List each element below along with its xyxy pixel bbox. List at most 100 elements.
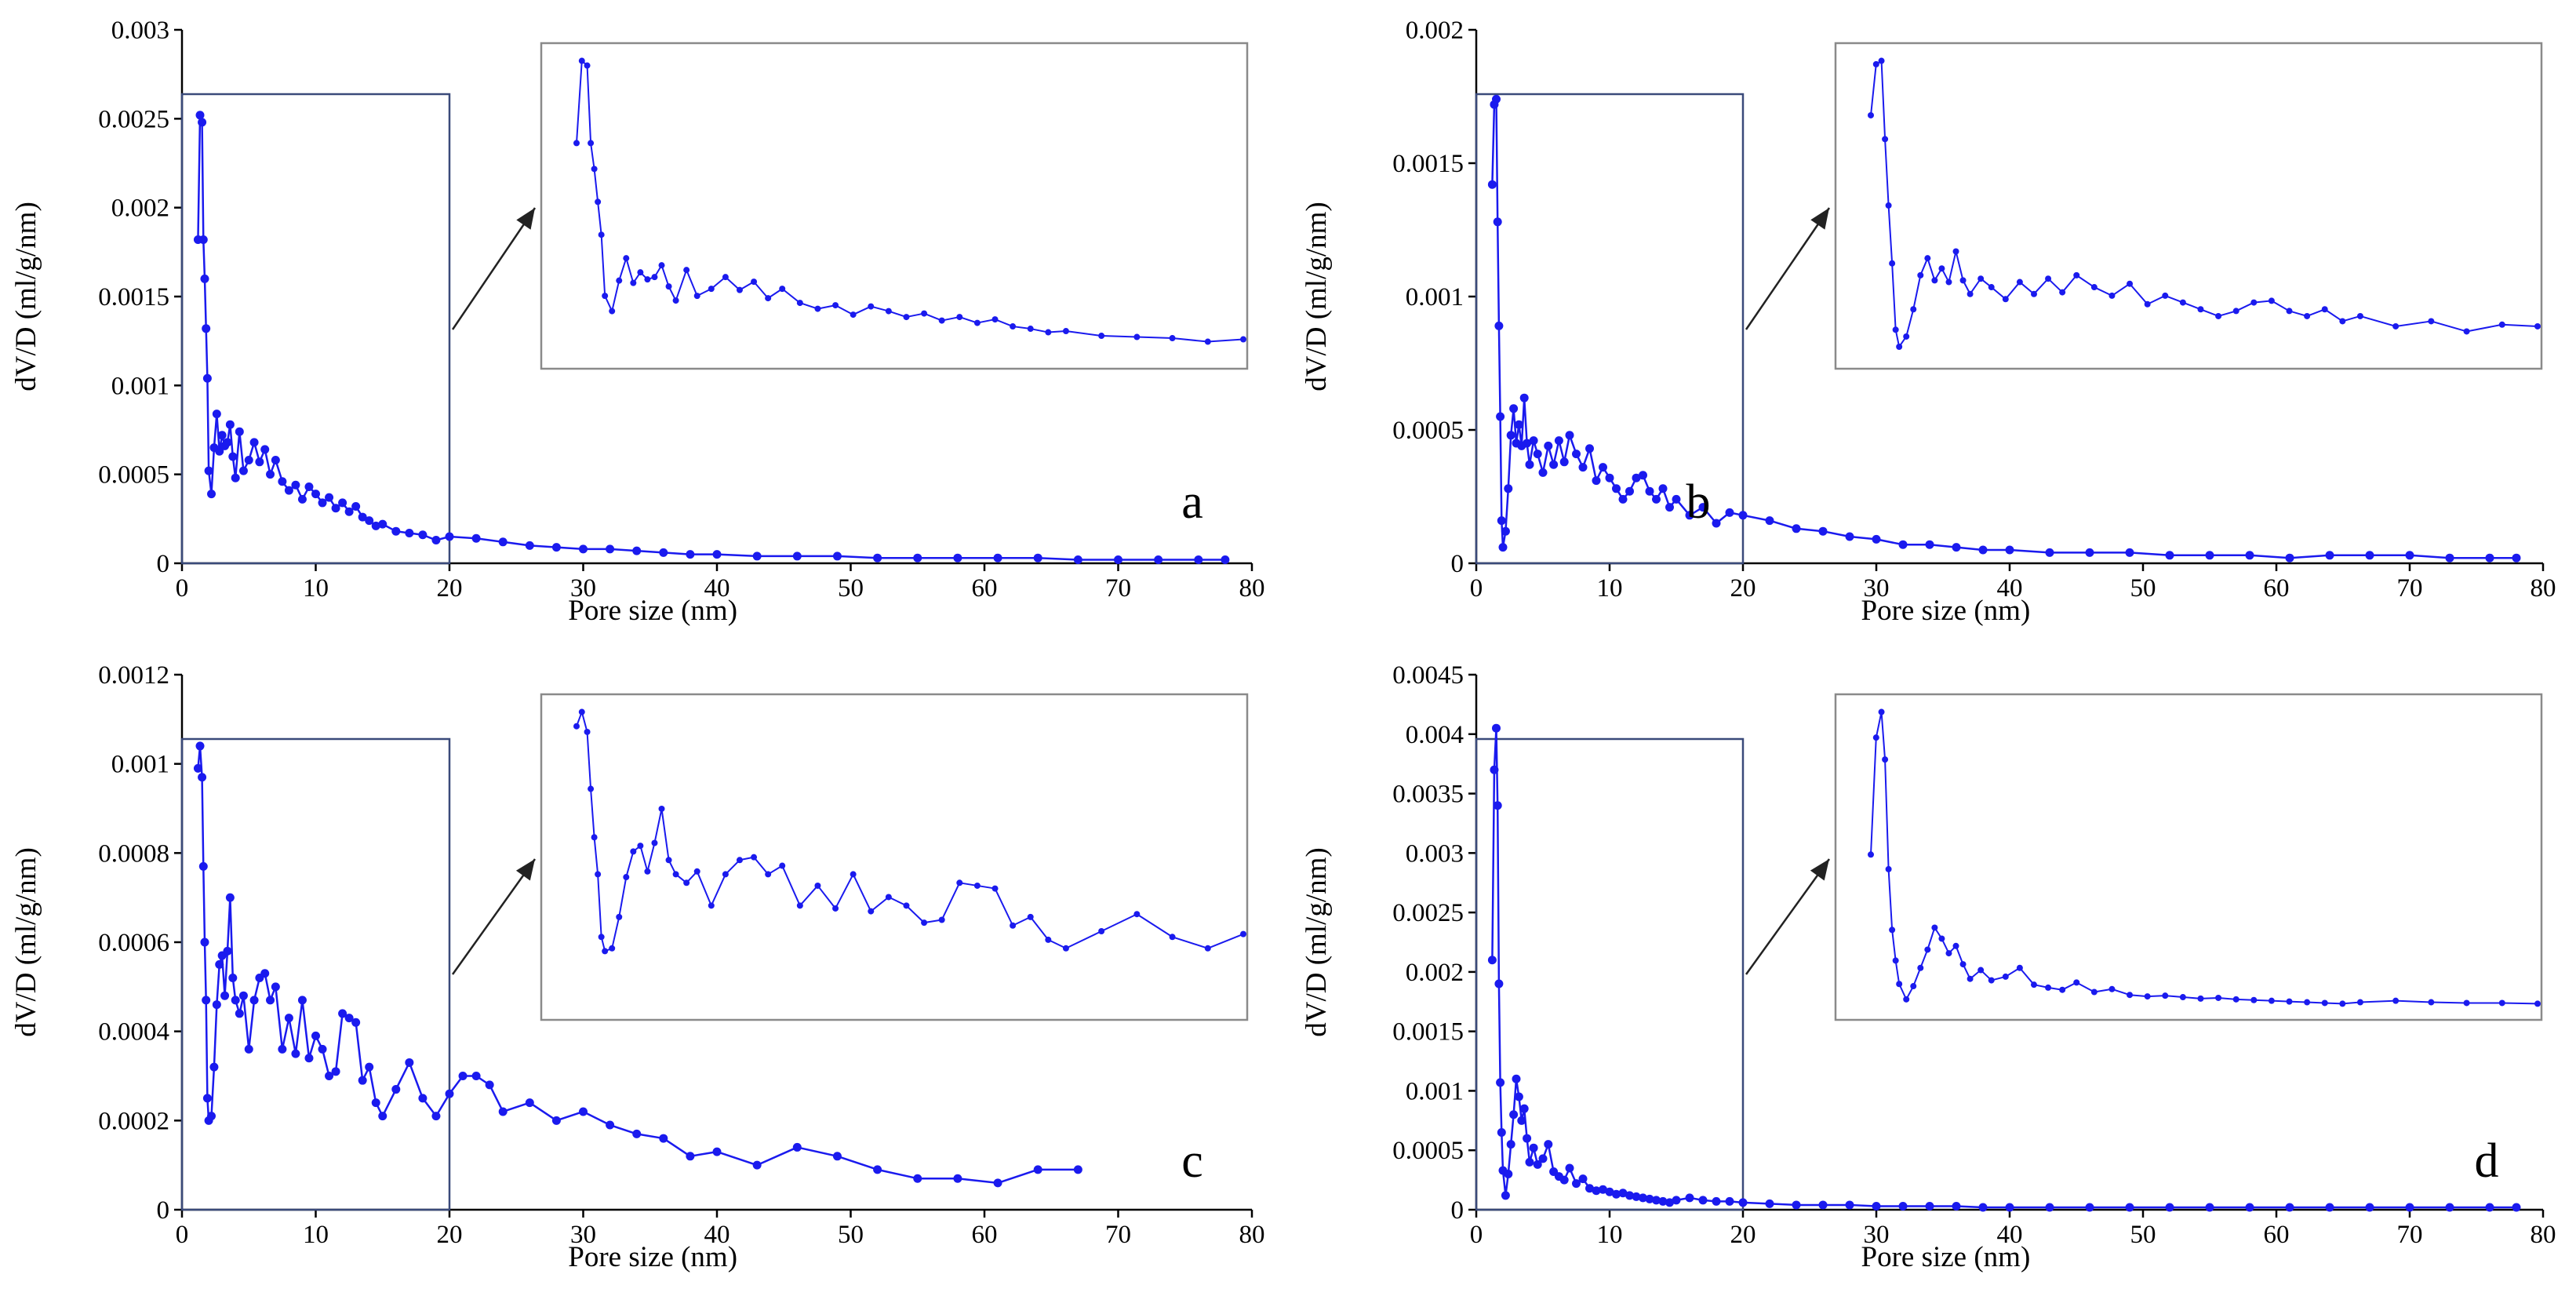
x-tick-label: 60 [972, 574, 998, 603]
data-point [1114, 555, 1122, 564]
inset-data-point [2304, 999, 2311, 1006]
x-tick-label: 10 [1597, 1221, 1623, 1249]
data-point [1544, 1140, 1553, 1149]
data-point [2512, 1203, 2521, 1212]
inset-data-point [1910, 983, 1917, 990]
inset-data-point [2108, 292, 2116, 299]
data-point [202, 1094, 212, 1103]
inset-data-point [850, 311, 857, 319]
inset-data-point [2498, 321, 2505, 328]
y-axis-title: dV/D (ml/g/nm) [10, 847, 42, 1037]
data-point [1525, 460, 1534, 469]
data-point [331, 504, 340, 513]
data-point [632, 546, 642, 555]
inset-data-point [1892, 326, 1899, 333]
x-tick-label: 30 [1864, 1221, 1890, 1249]
data-point [1492, 723, 1501, 733]
data-point [1765, 1199, 1774, 1208]
inset-data-point [644, 276, 651, 283]
inset-data-point [1133, 333, 1141, 340]
data-point [418, 1094, 428, 1103]
inset-data-point [1885, 865, 1892, 872]
x-tick-label: 20 [1730, 1221, 1756, 1249]
data-point [244, 456, 253, 465]
chart-panel-d: 0 0.0005 0.001 0.0015 0.002 0.0025 0.003 0.0035… [1301, 661, 2556, 1273]
data-point [1523, 439, 1532, 448]
inset-data-point [2030, 981, 2037, 988]
inset-data-point [588, 785, 595, 792]
data-point [1685, 511, 1694, 520]
inset-data-point [2073, 979, 2080, 986]
y-tick-label: 0 [157, 550, 170, 578]
data-point [1592, 476, 1601, 486]
y-tick-label: 0.0005 [1392, 417, 1464, 445]
data-point [304, 1054, 314, 1063]
inset-data-point [1917, 964, 1924, 971]
inset-data-point [736, 286, 743, 293]
panel-label: d [2475, 1134, 2499, 1188]
y-tick-label: 0.0005 [1392, 1137, 1464, 1165]
inset-data-point [665, 857, 672, 864]
data-point [291, 480, 300, 490]
data-point [215, 959, 224, 969]
inset-data-point [598, 934, 605, 941]
inset-data-point [2339, 318, 2346, 325]
x-tick-label: 30 [1864, 574, 1890, 603]
inset-data-point [2215, 312, 2222, 319]
inset-data-point [602, 948, 609, 955]
data-point [1493, 801, 1502, 810]
data-point [1506, 1140, 1515, 1149]
data-point [2445, 553, 2454, 562]
inset-data-point [573, 723, 580, 730]
data-point [391, 526, 401, 536]
inset-data-point [1892, 957, 1899, 964]
inset-data-point [1952, 248, 1959, 255]
data-point [1501, 1191, 1510, 1200]
data-point [215, 446, 224, 456]
data-point [1625, 486, 1634, 496]
inset-data-point [591, 166, 598, 173]
data-point [2205, 551, 2214, 560]
data-point [238, 991, 248, 1000]
data-point [235, 427, 244, 436]
data-point [212, 410, 221, 419]
y-tick-label: 0.0035 [1392, 781, 1464, 809]
data-point [297, 494, 307, 504]
inset-data-point [573, 140, 580, 147]
data-point [2485, 1203, 2494, 1212]
data-point [244, 1044, 253, 1054]
data-point [752, 552, 762, 561]
data-point [260, 445, 270, 454]
inset-data-point [2232, 996, 2239, 1003]
data-point [371, 1098, 380, 1108]
data-point [405, 528, 414, 537]
y-tick-label: 0.0004 [98, 1018, 169, 1047]
data-point [1533, 1160, 1542, 1169]
data-point [551, 543, 561, 552]
inset-data-point [2304, 312, 2311, 319]
data-point [1492, 94, 1501, 104]
data-point [223, 946, 232, 956]
inset-data-point [598, 231, 605, 238]
inset-data-point [672, 871, 679, 878]
data-point [271, 456, 280, 465]
inset-data-point [885, 308, 892, 315]
inset-data-point [683, 879, 690, 887]
panel-label: a [1181, 475, 1203, 529]
data-point [249, 438, 259, 447]
data-point [1529, 436, 1538, 446]
inset-data-point [1010, 323, 1017, 330]
data-point [1525, 1157, 1534, 1167]
inset-data-point [1952, 942, 1959, 949]
data-point [498, 537, 508, 547]
inset-data-point [2428, 999, 2435, 1006]
data-point [202, 324, 211, 333]
y-tick-label: 0.001 [1406, 283, 1464, 311]
data-point [2325, 551, 2334, 560]
inset-data-point [1896, 343, 1903, 350]
inset-data-point [595, 198, 602, 206]
data-point [1519, 1104, 1529, 1113]
data-point [1073, 555, 1082, 564]
data-point [284, 1014, 293, 1023]
inset-data-point [623, 874, 630, 881]
